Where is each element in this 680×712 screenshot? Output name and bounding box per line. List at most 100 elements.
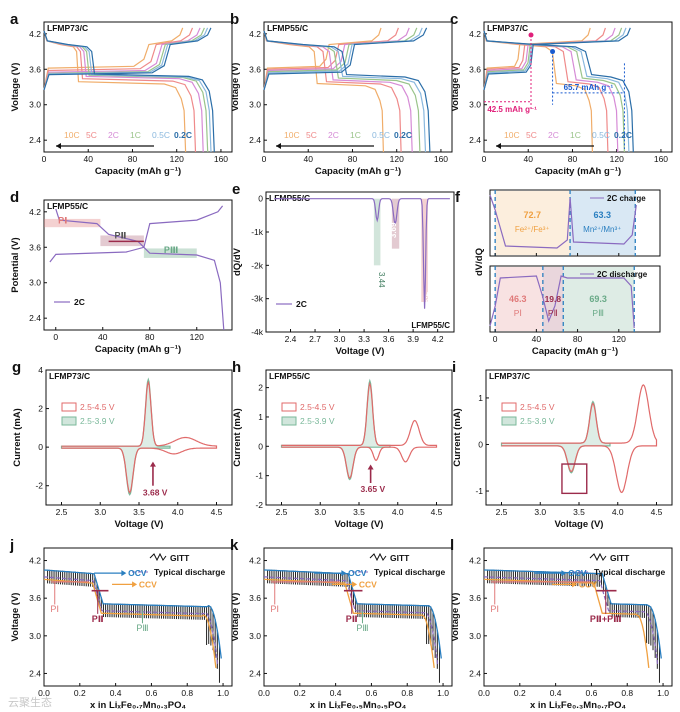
ccv-curve [264,578,435,668]
label-ccv: CCV [579,579,597,589]
plot-frame [265,191,455,333]
legend-gitt-swatch [589,552,607,562]
label-ocv: OCV [128,568,147,578]
y-tick-label: 1 [478,393,483,403]
x-tick-label: 4.5 [431,507,443,517]
x-tick-label: 40 [524,154,534,164]
arrow-head [496,143,501,149]
rate-legend-label: 5C [306,130,317,140]
x-tick-label: 120 [610,154,624,164]
ccv-curve [484,578,650,668]
watermark: 云聚生态 [8,695,52,709]
x-tick-label: 2.7 [309,334,321,344]
panel-i: 2.5 3.0 3.5 4.0 4.5 1 0 -1 Voltage (V) Current (m… [452,359,673,530]
y-tick-label: 3.0 [249,100,261,110]
y-axis-title: Voltage (V) [230,63,241,112]
label-pIII: PⅢ [356,623,368,633]
panel-j: 0.0 0.2 0.4 0.6 0.8 1.0 2.4 3.0 3.6 4.2 x in LiₓFe… [9,537,233,711]
region-pIII [143,248,197,258]
charge-curve-10C [483,27,591,91]
y-tick-label: 1 [258,412,263,422]
typical-discharge-curve [484,576,659,666]
panel-letter: e [232,181,240,198]
charge-curve-1C [43,27,205,91]
discharge-curve-0.2C [483,30,634,153]
ocv-arrow-head [121,570,127,577]
charge-curve-10C [43,27,184,91]
x-tick-label: 0.6 [586,688,598,698]
rate-legend-label: 2C [548,130,559,140]
label-pI: PⅠ [50,604,59,614]
label-pII: PⅡ+PⅢ [590,614,622,624]
panel-title: LFMP73/C [49,371,90,381]
legend-typical: Typical discharge [154,567,225,577]
y-tick-label: 0 [258,194,263,204]
label-pII: PⅡ [548,308,558,318]
panel-d: 0 40 80 120 2.4 3.0 3.6 4.2 Capacity (mAh g⁻¹) Po… [10,189,233,355]
legend-gitt: GITT [390,553,410,563]
ocv-arrow-head [561,570,567,577]
y-tick-label: 0 [258,441,263,451]
panel-title: LFMP37/C [487,23,528,33]
panel-title: LFMP55/C [267,23,308,33]
legend-typical: Typical discharge [374,567,445,577]
label-mn: Mn²⁺/Mn³⁺ [583,225,621,234]
plot-frame [43,547,233,687]
value-pIII: 69.3 [589,294,607,304]
charge-curve-0.5C [483,27,627,91]
y-axis-title: Potential (V) [10,237,21,292]
x-tick-label: 80 [128,154,138,164]
charge-curve-1C [483,27,623,91]
charge-dvdq-curve [489,194,637,249]
panel-title: LFMP55/C [269,371,310,381]
x-tick-label: 2.5 [56,507,68,517]
y-tick-label: 4.2 [29,207,41,217]
y-tick-label: 3.6 [29,242,41,252]
ocv-curve [43,569,222,659]
charge-curve-0.5C [43,27,209,91]
x-tick-label: 40 [98,332,108,342]
ccv-arrow-head [572,581,578,588]
arrow-head [149,461,156,467]
y-tick-label: 4.2 [29,556,41,566]
x-axis-title: x in LiₓFe₀.₃Mn₀.₇PO₄ [530,700,626,711]
label-ccv: CCV [359,579,377,589]
x-tick-label: 4.5 [651,507,663,517]
y-axis-title: Current (mA) [12,408,23,467]
charge-curve-0.5C [263,27,423,91]
rate-legend-label: 0.5C [152,130,170,140]
label-pI: PⅠ [58,216,67,226]
rate-legend-label: 0.2C [614,130,632,140]
y-tick-label: -1 [475,486,483,496]
y-tick-label: 3.6 [29,64,41,74]
x-tick-label: 0.8 [401,688,413,698]
y-tick-label: 3.6 [469,64,481,74]
cv-loop-4.5V [501,384,658,494]
discharge-curve-10C [263,30,384,153]
cv-loop-3.9V [280,378,391,481]
x-tick-label: 1.0 [657,688,669,698]
x-tick-label: 3.0 [314,507,326,517]
x-tick-label: 1.0 [217,688,229,698]
x-tick-label: 3.0 [334,334,346,344]
y-tick-label: 2.4 [249,135,261,145]
y-tick-label: 4.2 [469,556,481,566]
x-tick-label: 0.0 [478,688,490,698]
rate-legend-label: 1C [350,130,361,140]
region-pI [44,218,101,228]
charge-curve-10C [263,27,382,91]
panel-title: LFMP55/C [269,193,310,203]
label-pII: PⅡ [346,614,358,624]
y-tick-label: -1 [255,471,263,481]
legend-swatch-red [61,402,77,412]
rate-legend-label: 1C [570,130,581,140]
x-tick-label: 120 [190,332,204,342]
charge-curve-5C [263,27,399,91]
charge-curve-0.2C [263,27,428,91]
region-fe [495,191,571,255]
y-tick-label: 0 [38,442,43,452]
x-axis-title: Voltage (V) [336,346,385,357]
panel-h: 2.5 3.0 3.5 4.0 4.5 2 1 0 -1 -2 Voltage (V) Current… [232,359,453,530]
y-tick-label: -2k [251,260,264,270]
x-axis-title: x in LiₓFe₀.₅Mn₀.₅PO₄ [310,700,407,711]
